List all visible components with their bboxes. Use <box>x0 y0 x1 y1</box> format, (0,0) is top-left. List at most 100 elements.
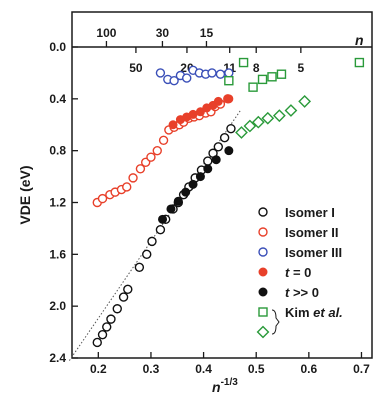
series-kim-et-al-square-open-5 <box>224 57 365 92</box>
legend-label: t >> 0 <box>285 285 319 300</box>
x-tick-label: 0.6 <box>300 362 317 376</box>
data-point <box>146 152 156 162</box>
data-point <box>158 214 168 224</box>
data-point <box>97 193 108 204</box>
data-point <box>267 72 277 82</box>
data-point <box>248 82 258 92</box>
data-series <box>92 57 365 348</box>
legend-marker <box>256 325 270 339</box>
data-point <box>207 68 217 78</box>
top-tick-label: 100 <box>96 26 116 40</box>
x-tick-label: 0.7 <box>353 362 370 376</box>
x-axis-title: n-1/3 <box>212 377 238 395</box>
y-tick-label: 0.0 <box>49 40 66 54</box>
data-point <box>298 95 312 108</box>
data-point <box>166 204 176 214</box>
data-point <box>134 262 145 272</box>
legend: Isomer I Isomer II Isomer III t = 0 t >> 0 Ki… <box>256 205 343 339</box>
y-axis-title: VDE (eV) <box>17 165 33 224</box>
y-tick-label: 2.4 <box>49 351 66 365</box>
legend-marker <box>258 247 268 257</box>
x-tick-label: 0.3 <box>143 362 160 376</box>
plot-frame <box>71 11 373 359</box>
x-axis-ticks: 0.2 0.3 0.4 0.5 0.6 0.7 <box>90 352 370 376</box>
data-point <box>215 69 226 79</box>
data-point <box>226 123 236 134</box>
data-point <box>188 109 198 119</box>
x-axis-title-base: n <box>212 379 221 395</box>
x-axis-title-exponent: -1/3 <box>221 377 239 388</box>
data-point <box>224 94 234 104</box>
data-point <box>155 68 166 78</box>
x-tick-label: 0.4 <box>195 362 212 376</box>
data-point <box>224 75 234 86</box>
data-point <box>142 249 152 260</box>
legend-bracket <box>271 309 280 335</box>
data-point <box>155 225 166 235</box>
data-point <box>112 304 122 314</box>
y-tick-label: 0.8 <box>49 144 66 158</box>
top-tick-label: 15 <box>200 26 214 40</box>
data-point <box>92 337 102 348</box>
series-isomer-iii-circle-open-2 <box>155 65 234 86</box>
top-tick-label: 8 <box>253 61 260 75</box>
data-point <box>243 119 257 133</box>
data-point <box>213 96 223 106</box>
data-point <box>169 75 179 86</box>
y-tick-label: 1.2 <box>49 196 66 210</box>
data-point <box>106 314 116 324</box>
data-point <box>135 164 146 174</box>
legend-marker <box>258 207 268 217</box>
data-point <box>128 173 138 183</box>
data-point <box>238 57 249 68</box>
series-t-0-circle-filled-3 <box>168 94 234 130</box>
y-axis-ticks: 0.0 0.4 0.8 1.2 1.6 2.0 2.4 <box>49 40 78 365</box>
y-tick-label: 0.4 <box>49 92 66 106</box>
series-t-0-circle-filled-4 <box>158 146 234 224</box>
series-kim-et-al-diamond-open-6 <box>235 95 312 139</box>
y-tick-label: 1.6 <box>49 247 66 261</box>
data-point <box>251 115 265 129</box>
data-point <box>224 146 234 156</box>
data-point <box>276 69 287 79</box>
data-point <box>123 284 133 295</box>
data-point <box>188 179 198 189</box>
data-point <box>173 196 183 206</box>
legend-marker <box>258 267 268 277</box>
legend-label: Isomer III <box>285 245 342 260</box>
data-point <box>158 135 169 146</box>
data-point <box>168 120 178 130</box>
data-point <box>147 236 157 247</box>
data-point <box>284 104 298 117</box>
top-tick-label: 50 <box>129 61 143 75</box>
data-point <box>181 187 191 197</box>
top-tick-label: 30 <box>156 26 170 40</box>
x-tick-label: 0.2 <box>90 362 107 376</box>
data-point <box>211 155 221 165</box>
y-tick-label: 2.0 <box>49 299 66 313</box>
data-point <box>122 182 132 192</box>
data-point <box>102 322 112 332</box>
data-point <box>203 156 213 166</box>
legend-label: t = 0 <box>285 265 311 280</box>
data-point <box>118 292 129 302</box>
data-point <box>354 57 365 68</box>
x-tick-label: 0.5 <box>248 362 265 376</box>
top-axis-title: n <box>355 32 364 48</box>
data-point <box>235 126 248 139</box>
data-point <box>152 145 162 156</box>
legend-marker <box>258 307 268 317</box>
legend-label: Kim et al. <box>285 305 343 320</box>
data-point <box>203 164 213 174</box>
data-point <box>261 111 275 125</box>
top-tick-label: 5 <box>298 61 305 75</box>
data-point <box>257 74 268 85</box>
legend-label: Isomer I <box>285 205 335 220</box>
legend-label: Isomer II <box>285 225 338 240</box>
legend-marker <box>258 227 268 237</box>
legend-marker <box>258 287 268 297</box>
data-point <box>195 172 205 182</box>
data-point <box>97 329 108 340</box>
